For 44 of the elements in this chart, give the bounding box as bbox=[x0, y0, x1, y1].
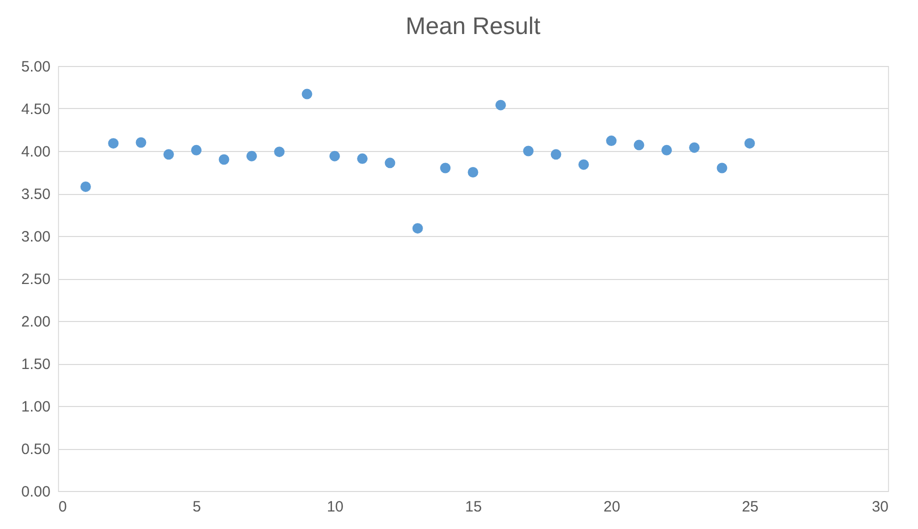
point bbox=[550, 149, 562, 160]
y-tick-label: 0.50 bbox=[21, 441, 50, 458]
point bbox=[163, 149, 174, 160]
point bbox=[440, 162, 451, 174]
x-tick-label: 25 bbox=[742, 498, 759, 516]
point bbox=[218, 154, 230, 165]
point bbox=[357, 153, 368, 164]
point bbox=[302, 88, 312, 100]
x-tick-label: 15 bbox=[465, 498, 482, 516]
point bbox=[578, 159, 589, 170]
point bbox=[108, 138, 119, 149]
point bbox=[384, 158, 396, 168]
point bbox=[80, 181, 91, 192]
y-tick-label: 4.50 bbox=[21, 101, 50, 118]
x-tick-label: 30 bbox=[872, 498, 888, 516]
y-tick-label: 3.50 bbox=[21, 186, 50, 203]
point bbox=[191, 144, 202, 156]
point bbox=[274, 146, 285, 158]
point bbox=[468, 167, 478, 178]
y-tick-label: 2.00 bbox=[21, 314, 50, 330]
chart-title: Mean Result bbox=[406, 13, 541, 40]
y-tick-label: 0.00 bbox=[21, 484, 50, 500]
y-tick-label: 5.00 bbox=[21, 58, 50, 76]
y-tick-label: 4.00 bbox=[21, 144, 50, 160]
point bbox=[412, 223, 423, 234]
point bbox=[329, 150, 340, 162]
point bbox=[661, 144, 672, 156]
point bbox=[136, 137, 146, 148]
y-tick-label: 1.50 bbox=[21, 356, 50, 373]
point bbox=[716, 162, 728, 174]
x-tick-label: 10 bbox=[326, 498, 344, 516]
point bbox=[606, 136, 617, 146]
y-tick-label: 2.50 bbox=[21, 271, 50, 288]
point bbox=[523, 146, 534, 156]
x-tick-label: 0 bbox=[58, 498, 67, 516]
y-tick-label: 3.00 bbox=[21, 228, 50, 246]
point bbox=[744, 138, 755, 149]
x-tick-label: 5 bbox=[192, 498, 202, 516]
point bbox=[634, 140, 644, 150]
point bbox=[246, 150, 257, 162]
point bbox=[689, 142, 700, 153]
point bbox=[495, 100, 506, 110]
x-tick-label: 20 bbox=[603, 498, 620, 516]
y-tick-label: 1.00 bbox=[21, 398, 50, 416]
